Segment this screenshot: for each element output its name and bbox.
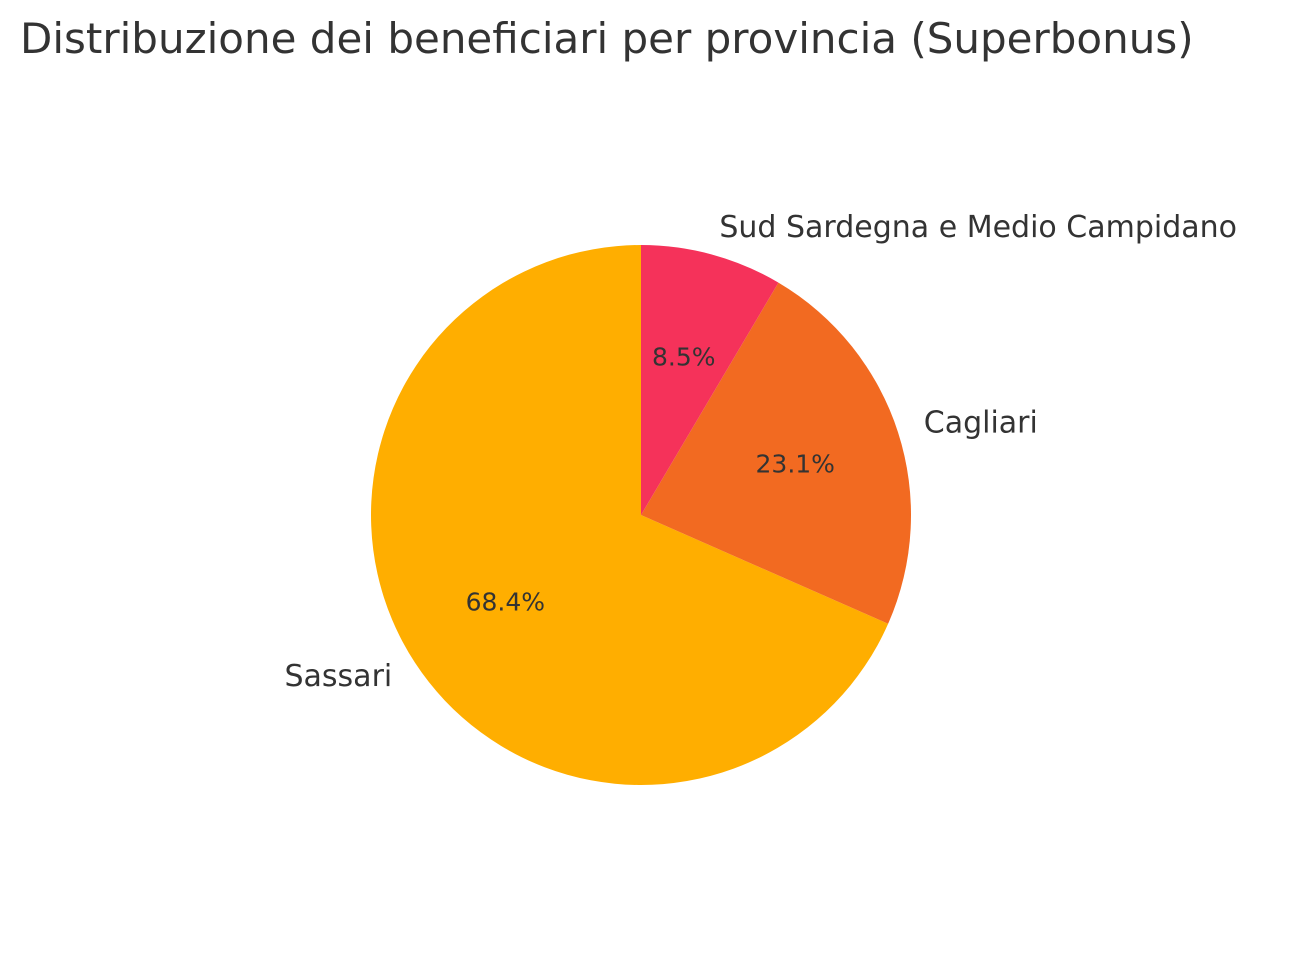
pie-slice-sud-sardegna-e-medio-campidano [641,245,779,515]
pie-labels: Sassari 68.4% Cagliari 23.1% Sud Sardegna e … [285,210,1238,694]
pie-slice-sassari [371,245,889,785]
pct-label-cagliari: 23.1% [756,449,835,478]
pie-slices [371,245,911,785]
pct-label-sud-sardegna-e-medio-campidano: 8.5% [652,343,716,372]
slice-label-sud-sardegna-e-medio-campidano: Sud Sardegna e Medio Campidano [719,210,1237,245]
slice-label-sassari: Sassari [285,659,393,694]
pie-slice-cagliari [641,282,911,624]
chart-title: Distribuzione dei beneficiari per provin… [20,14,1194,63]
slice-label-cagliari: Cagliari [924,406,1038,441]
pct-label-sassari: 68.4% [466,588,545,617]
